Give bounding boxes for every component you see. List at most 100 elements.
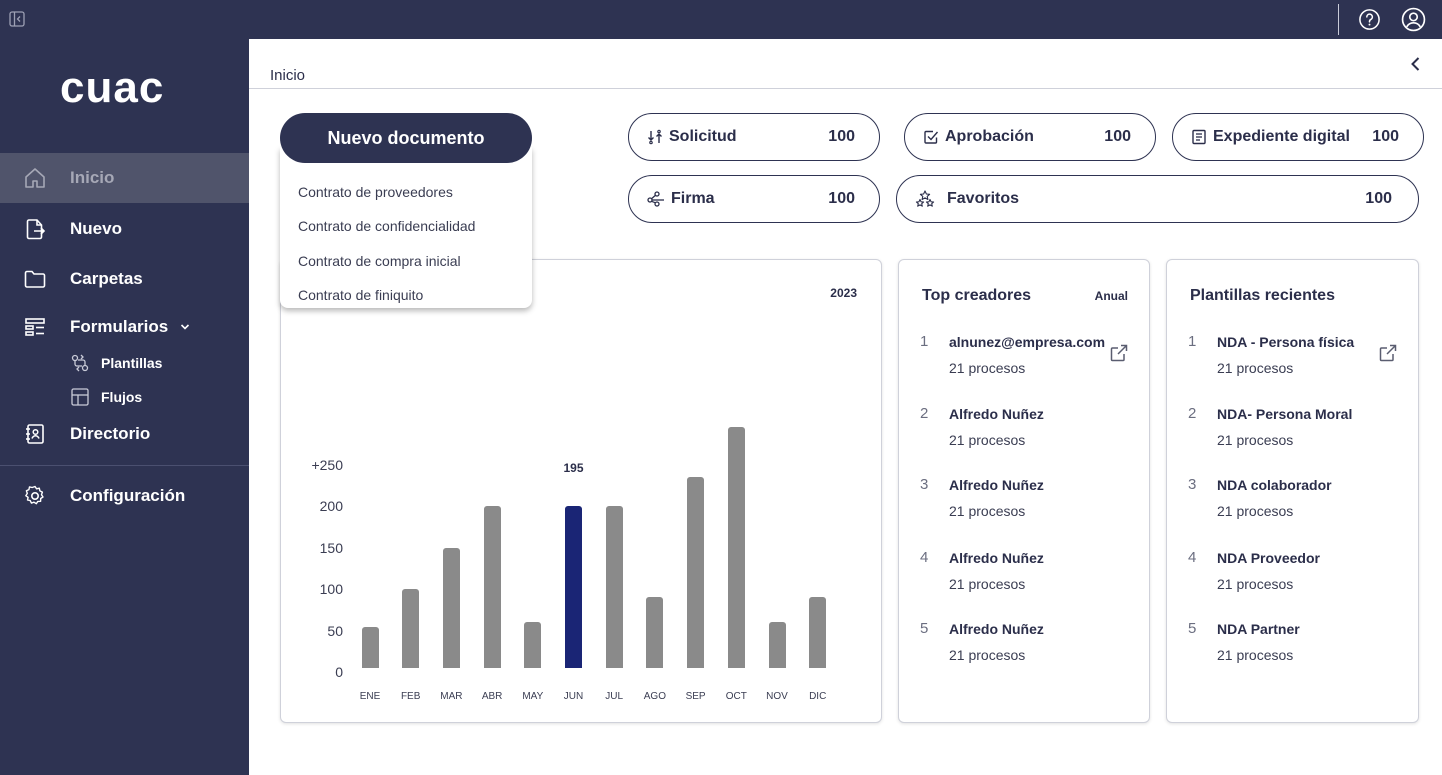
sidebar-item-label: Nuevo (70, 219, 122, 238)
signature-nodes-icon (647, 191, 665, 207)
rank-number: 4 (1188, 549, 1197, 566)
list-item[interactable]: 5 NDA Partner 21 procesos (1188, 620, 1408, 670)
chevron-down-icon[interactable] (180, 323, 190, 331)
y-tick-label: 200 (319, 498, 343, 514)
chart-bar[interactable] (361, 626, 379, 668)
x-tick-label: SEP (685, 691, 706, 702)
rank-number: 3 (1188, 476, 1197, 493)
sidebar-subitem-label: Flujos (101, 389, 143, 405)
flows-icon (70, 387, 90, 407)
y-tick-label: 150 (319, 539, 343, 556)
file-list-icon (1191, 129, 1207, 145)
sidebar-subitem-flujos[interactable]: Flujos (70, 384, 142, 410)
contacts-icon (23, 422, 47, 446)
stat-label: Aprobación (945, 128, 1034, 145)
x-tick-label: MAY (522, 691, 544, 702)
x-tick-label: DIC (809, 691, 827, 702)
x-tick-label: AGO (643, 691, 666, 702)
sidebar-item-formularios[interactable]: Formularios (0, 302, 249, 352)
gear-icon (23, 484, 47, 508)
stat-label: Expediente digital (1213, 128, 1350, 145)
user-circle-icon[interactable] (1401, 7, 1426, 32)
sidebar-collapse-icon[interactable] (9, 11, 25, 27)
rank-number: 3 (920, 476, 929, 493)
sidebar-divider (0, 465, 249, 466)
list-item[interactable]: 2 NDA- Persona Moral 21 procesos (1188, 405, 1408, 455)
chart-bar[interactable] (687, 477, 705, 668)
rank-name: NDA - Persona física (1217, 334, 1355, 350)
x-tick-label: JUL (605, 691, 624, 702)
chart-bar[interactable] (565, 506, 582, 668)
bar-data-label: 195 (563, 461, 584, 475)
sidebar-item-carpetas[interactable]: Carpetas (0, 254, 249, 304)
sidebar-item-configuracion[interactable]: Configuración (0, 471, 249, 521)
list-item[interactable]: 5 Alfredo Nuñez 21 procesos (920, 620, 1140, 670)
chart-bar[interactable] (727, 427, 745, 668)
chart-bar[interactable] (402, 589, 420, 668)
dropdown-item-compra-inicial[interactable]: Contrato de compra inicial (298, 252, 461, 269)
x-tick-label: ENE (359, 691, 381, 702)
new-document-button[interactable]: Nuevo documento (280, 113, 532, 163)
chevron-left-icon[interactable] (1407, 55, 1425, 73)
period-label[interactable]: Anual (1094, 289, 1128, 303)
stat-solicitud[interactable]: Solicitud 100 (628, 113, 880, 161)
stat-value: 100 (1104, 128, 1131, 145)
chart-bar[interactable] (646, 597, 664, 668)
x-tick-label: FEB (400, 691, 421, 702)
sidebar-item-nuevo[interactable]: Nuevo (0, 204, 249, 254)
sidebar-subitem-plantillas[interactable]: Plantillas (70, 350, 162, 376)
dropdown-item-confidencialidad[interactable]: Contrato de confidencialidad (298, 218, 476, 235)
stat-value: 100 (828, 190, 855, 207)
rank-name: Alfredo Nuñez (949, 406, 1044, 422)
sidebar-item-inicio[interactable]: Inicio (0, 153, 249, 203)
list-item[interactable]: 1 NDA - Persona física 21 procesos (1188, 333, 1408, 383)
chart-bar[interactable] (605, 506, 623, 668)
external-link-icon[interactable] (1109, 343, 1129, 363)
card-title: Top creadores (922, 287, 1032, 304)
chart-bar[interactable] (809, 597, 827, 668)
dropdown-item-proveedores[interactable]: Contrato de proveedores (298, 184, 453, 201)
stat-aprobacion[interactable]: Aprobación 100 (904, 113, 1156, 161)
rank-name: Alfredo Nuñez (949, 550, 1044, 566)
rank-number: 1 (1188, 333, 1197, 350)
stat-favoritos[interactable]: Favoritos 100 (896, 175, 1419, 223)
sidebar-item-directorio[interactable]: Directorio (0, 409, 249, 459)
chart-card: 2023 0 50 100 150 200 +250 ENE FEB MAR ABR MAY JUN 1… (280, 259, 882, 723)
stat-value: 100 (828, 128, 855, 145)
chart-bar[interactable] (524, 622, 542, 668)
list-item[interactable]: 3 Alfredo Nuñez 21 procesos (920, 476, 1140, 526)
home-icon (23, 166, 47, 190)
chart-bar[interactable] (442, 547, 460, 668)
folder-icon (23, 267, 47, 291)
external-link-icon[interactable] (1378, 343, 1398, 363)
rank-name: NDA colaborador (1217, 477, 1332, 493)
list-item[interactable]: 1 alnunez@empresa.com 21 procesos (920, 333, 1140, 383)
x-tick-label: ABR (481, 691, 503, 702)
swap-icon (647, 129, 663, 145)
list-item[interactable]: 4 NDA Proveedor 21 procesos (1188, 549, 1408, 599)
chart-bar[interactable] (768, 622, 786, 668)
new-file-icon (23, 217, 47, 241)
list-item[interactable]: 2 Alfredo Nuñez 21 procesos (920, 405, 1140, 455)
list-item[interactable]: 4 Alfredo Nuñez 21 procesos (920, 549, 1140, 599)
top-creators-card: Top creadores Anual 1 alnunez@empresa.co… (898, 259, 1150, 723)
rank-number: 2 (920, 405, 929, 422)
recent-templates-card: Plantillas recientes 1 NDA - Persona fís… (1166, 259, 1419, 723)
rank-number: 5 (920, 620, 929, 637)
stat-value: 100 (1365, 190, 1392, 207)
sidebar-item-label: Configuración (70, 486, 186, 505)
rank-number: 5 (1188, 620, 1197, 637)
card-title: Plantillas recientes (1190, 287, 1335, 304)
stat-value: 100 (1372, 128, 1399, 145)
sidebar-item-label: Formularios (70, 317, 169, 336)
rank-subtext: 21 procesos (1217, 360, 1294, 376)
chart-bar[interactable] (483, 506, 501, 668)
stat-firma[interactable]: Firma 100 (628, 175, 880, 223)
check-square-icon (923, 129, 939, 145)
stat-expediente-digital[interactable]: Expediente digital 100 (1172, 113, 1424, 161)
y-tick-label: 100 (319, 581, 343, 597)
dropdown-item-finiquito[interactable]: Contrato de finiquito (298, 287, 424, 304)
y-tick-label: +250 (311, 456, 343, 473)
help-circle-icon[interactable] (1358, 8, 1381, 31)
list-item[interactable]: 3 NDA colaborador 21 procesos (1188, 476, 1408, 526)
